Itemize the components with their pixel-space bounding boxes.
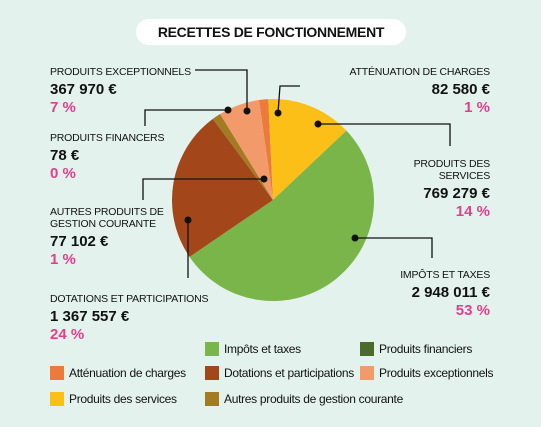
share-label: 24 % xyxy=(50,326,85,343)
callout: PRODUITS DES SERVICES 769 279 €14 % xyxy=(410,158,491,220)
legend-item: Atténuation de charges xyxy=(50,366,186,380)
legend-item: Produits exceptionnels xyxy=(360,366,493,380)
amount-label: 1 367 557 € xyxy=(50,308,130,325)
share-label: 1 % xyxy=(464,99,490,116)
legend-label: Atténuation de charges xyxy=(69,366,186,380)
callout-label: PRODUITS DES SERVICES xyxy=(413,158,491,182)
legend-swatch xyxy=(205,342,219,356)
share-label: 1 % xyxy=(50,251,76,268)
amount-label: 77 102 € xyxy=(50,233,109,250)
callout-label: ATTÉNUATION DE CHARGES xyxy=(349,66,491,78)
callout: ATTÉNUATION DE CHARGES 82 580 €1 % xyxy=(340,66,491,116)
amount-label: 769 279 € xyxy=(423,185,490,202)
legend-swatch xyxy=(205,366,219,380)
share-label: 0 % xyxy=(50,165,76,182)
callout-label: AUTRES PRODUITS DE GESTION COURANTE xyxy=(50,206,164,230)
leader-dot xyxy=(351,234,359,242)
amount-label: 367 970 € xyxy=(50,81,117,98)
pie-slice xyxy=(189,130,375,302)
callout-label: DOTATIONS ET PARTICIPATIONS xyxy=(50,293,209,305)
legend-item: Impôts et taxes xyxy=(205,342,301,356)
leader-lines xyxy=(142,69,451,278)
callout-label: PRODUITS EXCEPTIONNELS xyxy=(50,66,191,78)
amount-label: 82 580 € xyxy=(431,81,490,98)
legend-label: Dotations et participations xyxy=(224,366,354,380)
leader-dot xyxy=(184,216,192,224)
callout-label: PRODUITS FINANCERS xyxy=(50,132,165,144)
legend-swatch xyxy=(50,366,64,380)
legend-item: Dotations et participations xyxy=(205,366,354,380)
legend-swatch xyxy=(205,392,219,406)
pie-slice xyxy=(258,99,273,200)
legend-label: Produits financiers xyxy=(379,342,473,356)
title: RECETTES DE FONCTIONNEMENT xyxy=(136,19,406,45)
leader-dot xyxy=(243,107,251,115)
pie-slice xyxy=(172,118,273,257)
amount-label: 2 948 011 € xyxy=(411,284,490,301)
leader-dot xyxy=(274,109,282,117)
legend-label: Produits exceptionnels xyxy=(379,366,494,380)
legend-label: Produits des services xyxy=(69,392,177,406)
leader-dot xyxy=(224,106,232,114)
pie-slice xyxy=(220,99,273,200)
legend-item: Produits financiers xyxy=(360,342,472,356)
callout: AUTRES PRODUITS DE GESTION COURANTE 77 10… xyxy=(50,206,170,268)
legend-swatch xyxy=(50,392,64,406)
legend-item: Autres produits de gestion courante xyxy=(205,392,403,406)
share-label: 53 % xyxy=(455,302,490,319)
amount-label: 78 € xyxy=(50,147,80,164)
share-label: 7 % xyxy=(50,99,76,116)
callout: DOTATIONS ET PARTICIPATIONS 1 367 557 €24… xyxy=(50,293,240,343)
leader-dot xyxy=(260,175,268,183)
legend-swatch xyxy=(360,342,374,356)
legend-swatch xyxy=(360,366,374,380)
callout: IMPÔTS ET TAXES 2 948 011 €53 % xyxy=(340,269,490,319)
leader-dot xyxy=(314,120,322,128)
legend-label: Impôts et taxes xyxy=(224,342,301,356)
legend-item: Produits des services xyxy=(50,392,177,406)
callout: PRODUITS FINANCERS 78 €0 % xyxy=(50,132,200,182)
callout: PRODUITS EXCEPTIONNELS 367 970 €7 % xyxy=(50,66,200,116)
legend-label: Autres produits de gestion courante xyxy=(224,392,403,406)
share-label: 14 % xyxy=(455,203,490,220)
callout-label: IMPÔTS ET TAXES xyxy=(400,269,490,281)
